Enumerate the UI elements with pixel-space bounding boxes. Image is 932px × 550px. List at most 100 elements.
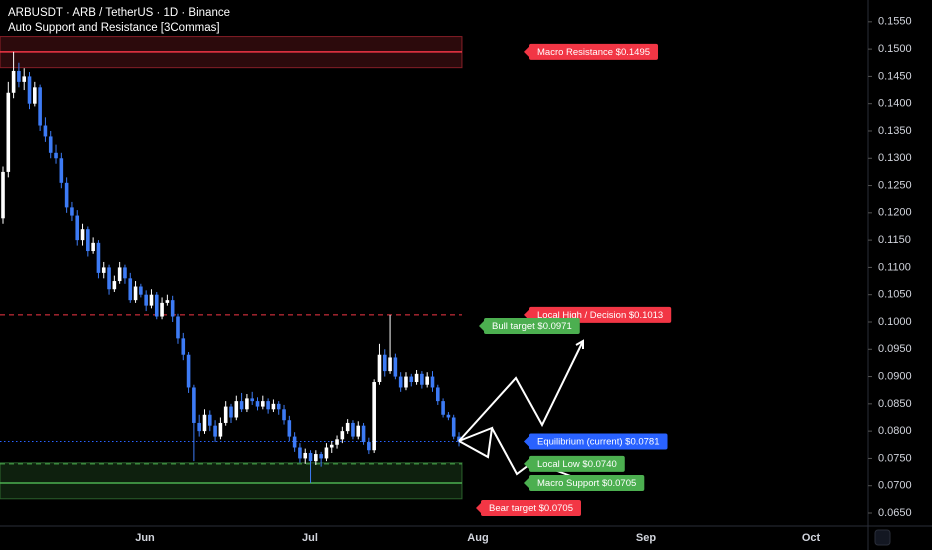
projection-triangle <box>458 426 494 459</box>
candle-body <box>239 401 244 410</box>
candle-body <box>420 373 424 385</box>
candle-body <box>101 267 106 273</box>
level-badge-pointer <box>524 436 529 447</box>
candle-body <box>170 300 175 317</box>
y-tick-label: 0.0650 <box>878 507 912 519</box>
y-tick-label: 0.0900 <box>878 370 912 382</box>
y-tick-label: 0.0750 <box>878 452 912 464</box>
candle-body <box>1 171 5 219</box>
candle-body <box>367 442 371 451</box>
candle-body <box>96 242 101 273</box>
candle-body <box>298 447 302 459</box>
candle-body <box>54 152 58 159</box>
candle-body <box>457 436 461 442</box>
candle-body <box>149 294 154 306</box>
candle-body <box>430 376 435 388</box>
candle-body <box>340 431 345 440</box>
candle-body <box>261 401 265 407</box>
y-tick-label: 0.0850 <box>878 398 912 410</box>
level-badge: Equilibrium (current) $0.0781 <box>524 433 668 450</box>
level-badge-pointer <box>524 46 529 57</box>
candle-body <box>308 452 313 462</box>
candle-body <box>128 278 133 301</box>
candle-body <box>435 387 440 402</box>
candle-body <box>38 87 42 126</box>
candle-body <box>70 207 74 216</box>
candle-body <box>335 439 339 445</box>
chart-title: ARBUSDT · ARB / TetherUS · 1D · Binance <box>8 7 230 19</box>
level-badge-box <box>529 455 625 472</box>
candle-body <box>144 294 148 306</box>
x-tick-label: Sep <box>636 532 656 544</box>
candle-body <box>186 354 191 388</box>
candle-body <box>271 403 276 410</box>
candle-body <box>75 215 80 241</box>
candle-body <box>229 406 233 418</box>
candle-body <box>197 422 201 432</box>
candle-body <box>393 357 398 377</box>
candle-body <box>319 454 323 459</box>
target-badge-box <box>481 500 581 516</box>
y-tick-label: 0.1100 <box>878 261 911 273</box>
x-tick-label: Aug <box>467 532 488 544</box>
level-badge: Local Low $0.0740 <box>524 455 625 472</box>
candle-body <box>234 401 239 418</box>
y-tick-label: 0.0950 <box>878 343 912 355</box>
candle-body <box>276 403 281 410</box>
level-badge-pointer <box>524 477 529 488</box>
level-badge-pointer <box>524 309 529 320</box>
candle-body <box>207 414 212 426</box>
candle-body <box>372 382 376 451</box>
candle-body <box>404 376 408 388</box>
candle-body <box>80 229 85 241</box>
candle-body <box>409 376 414 383</box>
candle-body <box>139 286 143 295</box>
level-badge-box <box>529 474 645 491</box>
target-badge-text: Bear target $0.0705 <box>489 503 573 514</box>
y-tick-label: 0.0800 <box>878 425 912 437</box>
bull-arrowhead <box>575 339 584 349</box>
x-tick-label: Jun <box>135 532 155 544</box>
candle-body <box>451 417 456 437</box>
candle-body <box>86 229 90 252</box>
candle-body <box>117 267 122 282</box>
candle-body <box>43 125 48 137</box>
bull-projection <box>458 340 584 442</box>
candle-body <box>91 242 95 252</box>
settings-button[interactable] <box>874 529 891 546</box>
y-tick-label: 0.1500 <box>878 43 912 55</box>
candle-body <box>218 422 223 437</box>
candle-body <box>17 70 21 82</box>
candle-body <box>107 267 111 290</box>
candle-body <box>356 425 361 437</box>
candle-body <box>324 447 329 459</box>
y-tick-label: 0.1200 <box>878 207 912 219</box>
candle-body <box>345 422 350 432</box>
chart-subtitle: Auto Support and Resistance [3Commas] <box>8 22 220 34</box>
plot-area <box>0 36 463 500</box>
y-tick-label: 0.1350 <box>878 125 912 137</box>
y-tick-label: 0.1400 <box>878 98 912 110</box>
y-tick-label: 0.1150 <box>878 234 911 246</box>
y-tick-label: 0.1250 <box>878 179 912 191</box>
zone <box>0 462 463 500</box>
candle-body <box>292 436 297 448</box>
target-badge-box <box>484 318 580 334</box>
candle-body <box>255 401 260 407</box>
target-badge-pointer <box>476 503 481 513</box>
candle-body <box>388 357 392 372</box>
candle-body <box>250 398 255 402</box>
candle-body <box>160 302 164 317</box>
x-tick-label: Jul <box>302 532 318 544</box>
candle-body <box>329 444 334 448</box>
candle-body <box>181 338 186 355</box>
level-badge-text: Local High / Decision $0.1013 <box>537 310 663 321</box>
level-badge-box <box>529 433 668 450</box>
candle-body <box>213 425 217 437</box>
candle-body <box>223 406 228 423</box>
candle-body <box>192 387 196 423</box>
target-badge-text: Bull target $0.0971 <box>492 321 572 332</box>
x-tick-label: Oct <box>802 532 821 544</box>
target-badge: Bear target $0.0705 <box>476 500 581 516</box>
